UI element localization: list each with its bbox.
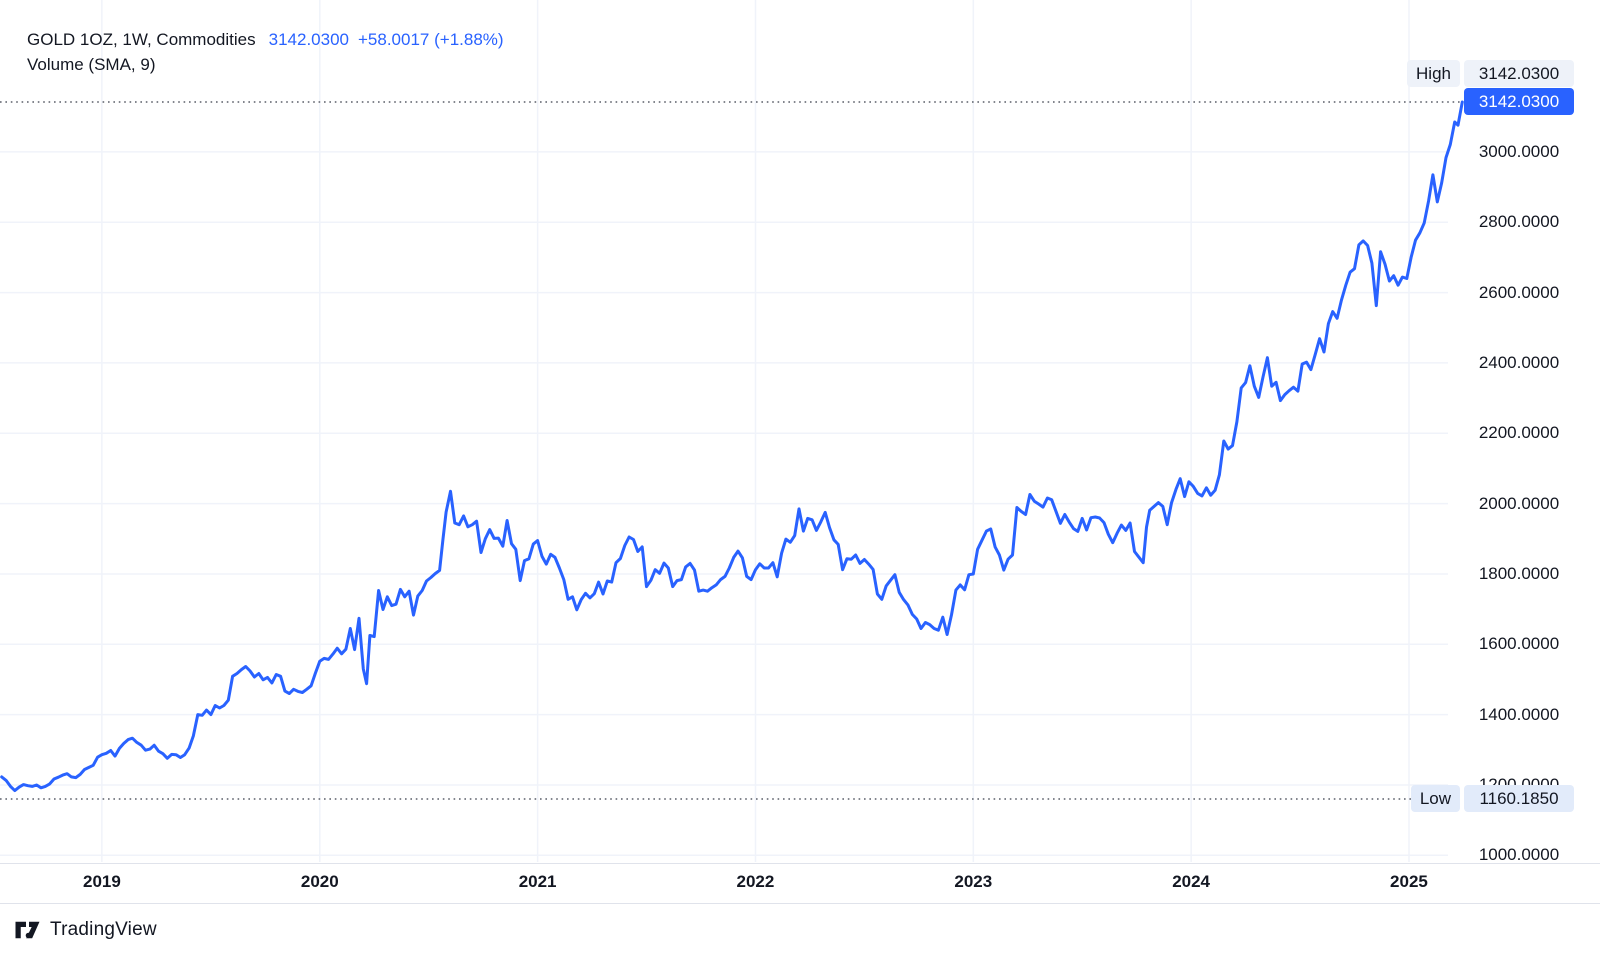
price-axis-label: 2800.0000 xyxy=(1478,212,1560,232)
price-axis-label: 2200.0000 xyxy=(1478,423,1560,443)
time-axis-label: 2020 xyxy=(300,872,339,891)
low-label-chip: Low xyxy=(1410,785,1460,813)
price-axis-label: 3000.0000 xyxy=(1478,141,1560,161)
last-price-text: 3142.0300 xyxy=(268,30,349,49)
time-axis-label: 2024 xyxy=(1172,872,1211,891)
tradingview-logo-icon[interactable] xyxy=(14,919,41,941)
symbol-title[interactable]: GOLD 1OZ, 1W, Commodities xyxy=(27,30,256,49)
time-axis-label: 2025 xyxy=(1390,872,1428,891)
price-axis-label: 1000.0000 xyxy=(1478,845,1560,865)
price-axis-label: 1400.0000 xyxy=(1478,704,1560,724)
high-value: 3142.0300 xyxy=(1464,60,1574,88)
price-axis-label: 2400.0000 xyxy=(1478,352,1560,372)
last-price-badge: 3142.0300 xyxy=(1464,88,1574,116)
time-axis-label: 2023 xyxy=(954,872,993,891)
price-axis-label: 2000.0000 xyxy=(1478,493,1560,513)
time-axis-label: 2021 xyxy=(518,872,557,891)
time-scale[interactable]: 2019 2020 2021 2022 2023 2024 2025 xyxy=(0,863,1600,904)
indicator-row: Volume (SMA, 9) xyxy=(27,52,504,77)
tradingview-wordmark[interactable]: TradingView xyxy=(50,918,157,940)
chart-legend: GOLD 1OZ, 1W, Commodities 3142.0300 +58.00… xyxy=(27,27,504,77)
price-change-text: +58.0017 (+1.88%) xyxy=(358,30,504,49)
time-axis-label: 2019 xyxy=(83,872,121,891)
price-axis-label: 2600.0000 xyxy=(1478,282,1560,302)
high-label-chip: High xyxy=(1407,60,1460,88)
time-axis-label: 2022 xyxy=(736,872,775,891)
watermark-bar: TradingView xyxy=(0,904,1600,955)
low-value: 1160.1850 xyxy=(1464,785,1574,813)
symbol-row: GOLD 1OZ, 1W, Commodities 3142.0300 +58.00… xyxy=(27,27,504,52)
price-line xyxy=(0,100,1464,793)
price-axis-label: 1800.0000 xyxy=(1478,563,1560,583)
indicator-title[interactable]: Volume (SMA, 9) xyxy=(27,55,156,74)
price-axis-label: 1600.0000 xyxy=(1478,634,1560,654)
price-chart-canvas[interactable] xyxy=(0,0,1600,862)
